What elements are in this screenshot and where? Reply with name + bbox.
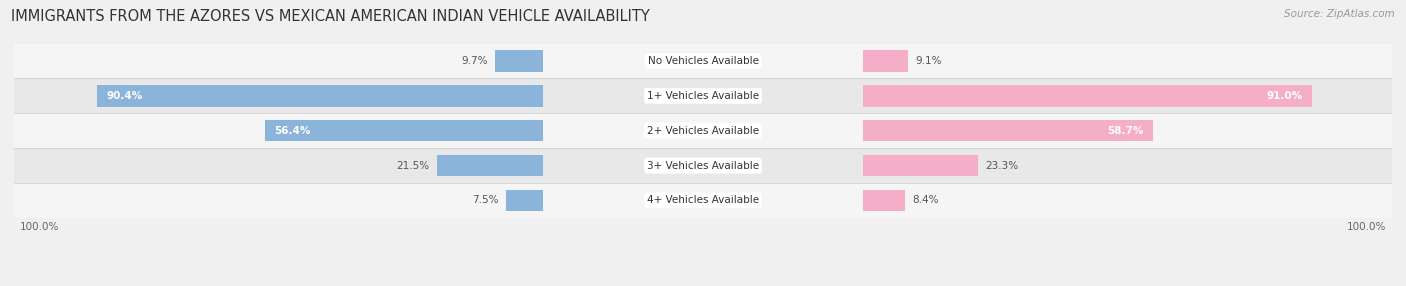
Text: 1+ Vehicles Available: 1+ Vehicles Available [647, 91, 759, 101]
Bar [863, 120, 1153, 142]
Text: Source: ZipAtlas.com: Source: ZipAtlas.com [1284, 9, 1395, 19]
Text: 2+ Vehicles Available: 2+ Vehicles Available [647, 126, 759, 136]
Bar [14, 183, 1392, 218]
Bar [863, 50, 908, 72]
Bar [264, 120, 543, 142]
Text: 100.0%: 100.0% [1347, 222, 1386, 232]
Text: IMMIGRANTS FROM THE AZORES VS MEXICAN AMERICAN INDIAN VEHICLE AVAILABILITY: IMMIGRANTS FROM THE AZORES VS MEXICAN AM… [11, 9, 650, 23]
Bar [863, 190, 905, 211]
Text: 100.0%: 100.0% [20, 222, 59, 232]
Text: 4+ Vehicles Available: 4+ Vehicles Available [647, 195, 759, 205]
Text: 3+ Vehicles Available: 3+ Vehicles Available [647, 160, 759, 170]
Text: 9.1%: 9.1% [915, 56, 942, 66]
Bar [495, 50, 543, 72]
Bar [14, 113, 1392, 148]
Bar [14, 78, 1392, 113]
Bar [863, 155, 979, 176]
Bar [506, 190, 543, 211]
Text: 23.3%: 23.3% [986, 160, 1018, 170]
Text: 21.5%: 21.5% [396, 160, 429, 170]
Text: 8.4%: 8.4% [912, 195, 938, 205]
Text: 91.0%: 91.0% [1267, 91, 1302, 101]
Text: 7.5%: 7.5% [472, 195, 499, 205]
Text: No Vehicles Available: No Vehicles Available [648, 56, 758, 66]
Text: 90.4%: 90.4% [107, 91, 143, 101]
Text: 56.4%: 56.4% [274, 126, 311, 136]
Bar [14, 43, 1392, 78]
Bar [14, 148, 1392, 183]
Text: 58.7%: 58.7% [1107, 126, 1143, 136]
Bar [97, 85, 543, 107]
Bar [437, 155, 543, 176]
Text: 9.7%: 9.7% [461, 56, 488, 66]
Bar [863, 85, 1312, 107]
